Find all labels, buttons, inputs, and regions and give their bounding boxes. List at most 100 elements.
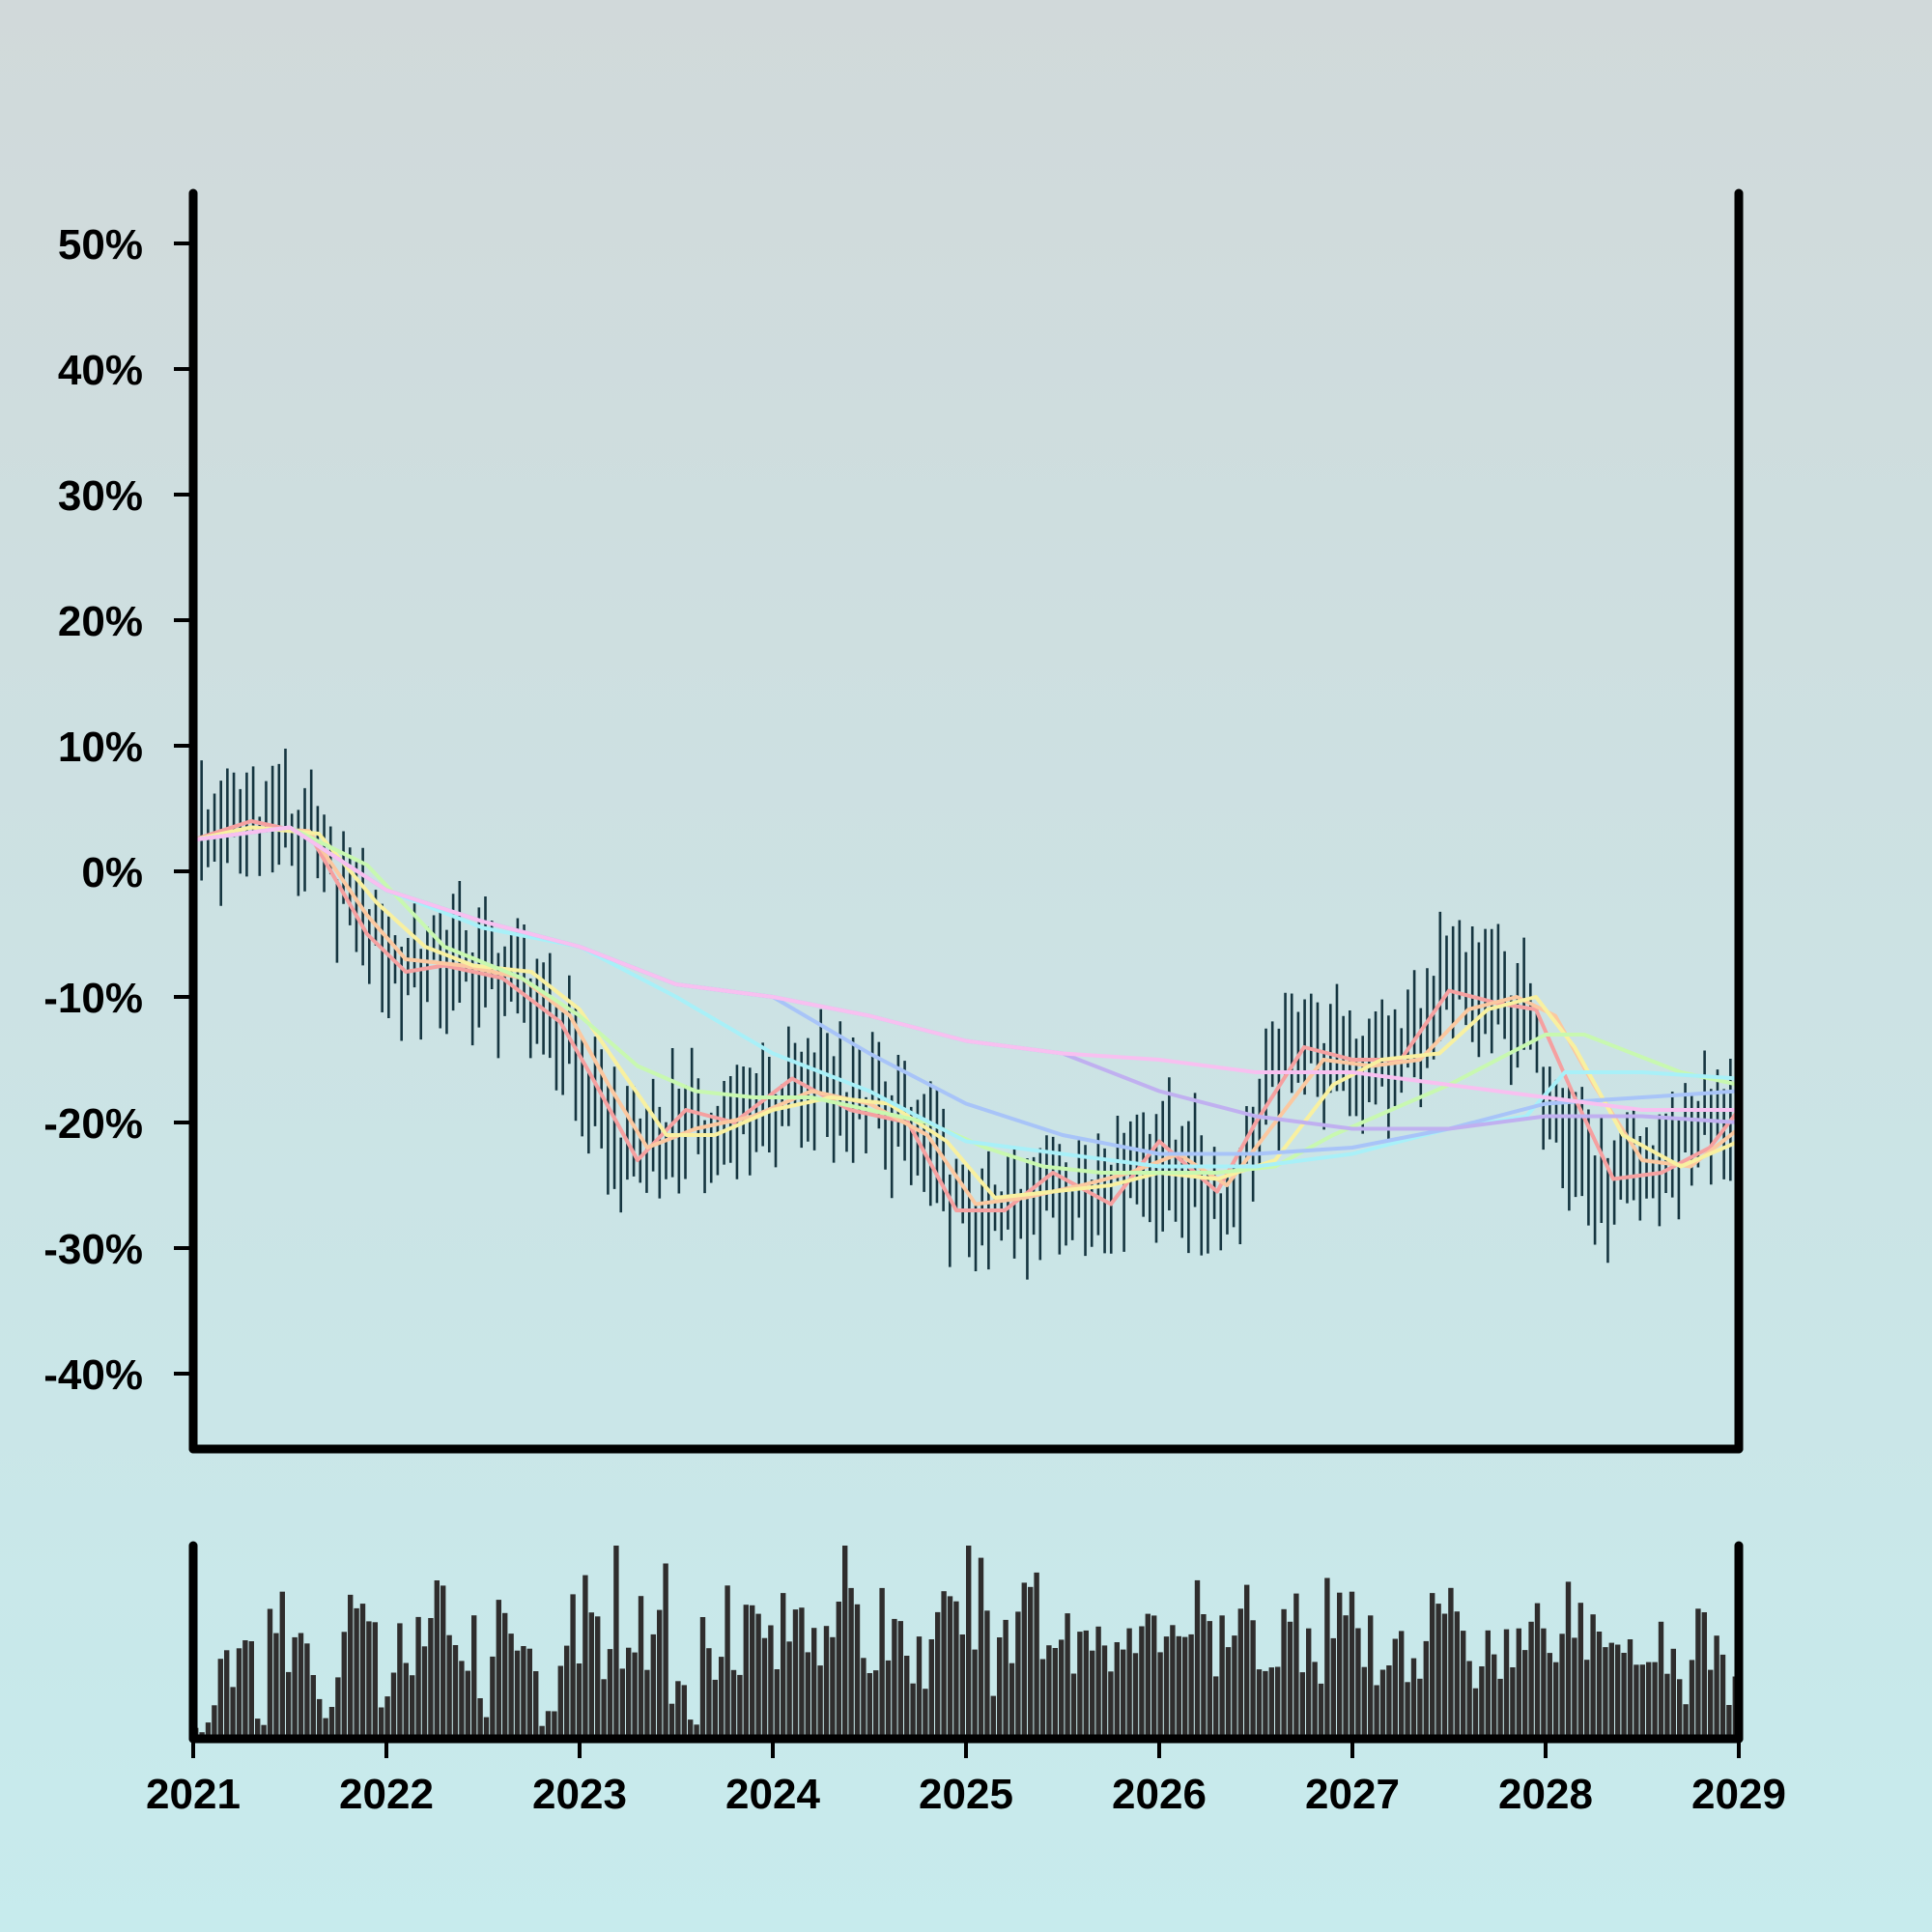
volume-bar xyxy=(811,1628,817,1739)
volume-bar xyxy=(459,1661,465,1739)
volume-bar xyxy=(1213,1676,1219,1739)
volume-bar xyxy=(539,1725,545,1739)
volume-bar xyxy=(1627,1639,1634,1739)
volume-bar xyxy=(1145,1613,1151,1739)
volume-bar xyxy=(304,1643,310,1739)
volume-bar xyxy=(570,1594,576,1739)
volume-bar xyxy=(1714,1635,1719,1739)
y-tick-label: -10% xyxy=(43,975,143,1022)
volume-bar xyxy=(1046,1645,1052,1739)
volume-bar xyxy=(1423,1640,1429,1739)
volume-bar xyxy=(354,1607,359,1739)
volume-bar xyxy=(248,1641,254,1739)
volume-bar xyxy=(688,1719,694,1739)
volume-bar xyxy=(1510,1667,1516,1739)
volume-bar xyxy=(1658,1621,1664,1739)
volume-bar xyxy=(477,1698,483,1739)
volume-bar xyxy=(1157,1652,1163,1739)
moving-average-lines xyxy=(191,819,1741,1212)
volume-bar xyxy=(601,1679,607,1739)
volume-bar xyxy=(1368,1615,1374,1739)
volume-bar xyxy=(1435,1604,1441,1739)
volume-bar xyxy=(1287,1621,1293,1739)
volume-bar xyxy=(384,1696,390,1739)
volume-bar xyxy=(1021,1582,1027,1739)
volume-bar xyxy=(1003,1619,1009,1739)
volume-bar xyxy=(205,1722,212,1739)
volume-bar xyxy=(910,1683,916,1739)
volume-bar xyxy=(255,1719,261,1739)
volume-bar xyxy=(1299,1672,1305,1739)
volume-bar xyxy=(1590,1614,1596,1739)
volume-bar xyxy=(1461,1631,1466,1739)
x-tick-label: 2026 xyxy=(1112,1771,1207,1818)
volume-bar xyxy=(1170,1625,1176,1739)
volume-bar xyxy=(1343,1615,1349,1739)
volume-bar xyxy=(1708,1669,1714,1739)
volume-bar xyxy=(1528,1621,1534,1739)
volume-bar xyxy=(1139,1626,1145,1739)
volume-bar xyxy=(230,1687,236,1739)
volume-bar xyxy=(1670,1648,1676,1739)
volume-bar xyxy=(242,1640,248,1739)
y-tick-label: 50% xyxy=(58,221,143,269)
volume-bar xyxy=(805,1652,810,1739)
volume-bar xyxy=(1497,1678,1503,1739)
volume-bar xyxy=(1101,1645,1108,1739)
volume-bar xyxy=(750,1605,755,1739)
volume-bar xyxy=(1522,1650,1528,1739)
volume-bar xyxy=(1250,1620,1256,1739)
volume-bar xyxy=(582,1575,588,1739)
axes xyxy=(188,188,1744,1744)
volume-bar xyxy=(959,1634,965,1739)
volume-bar xyxy=(626,1647,632,1739)
volume-bar xyxy=(557,1665,563,1739)
volume-bar xyxy=(1405,1682,1410,1739)
volume-bar xyxy=(904,1656,910,1739)
volume-bar xyxy=(514,1650,521,1739)
volume-bar xyxy=(657,1609,663,1739)
volume-bar xyxy=(471,1615,477,1739)
volume-bar xyxy=(1417,1678,1423,1739)
volume-bar xyxy=(1492,1654,1497,1739)
volume-bar xyxy=(768,1625,774,1739)
volume-bar xyxy=(1337,1592,1343,1739)
volume-bar xyxy=(719,1657,724,1739)
volume-bar xyxy=(348,1594,354,1739)
volume-bar xyxy=(1410,1658,1417,1739)
volume-bar xyxy=(410,1675,415,1739)
volume-bar xyxy=(1244,1584,1250,1739)
volume-bar xyxy=(1572,1637,1577,1739)
moving-average-line-4 xyxy=(191,825,1741,1175)
volume-bar xyxy=(947,1596,953,1739)
x-tick-label: 2029 xyxy=(1691,1771,1786,1818)
moving-average-line-8 xyxy=(191,825,1741,1112)
volume-bar xyxy=(619,1668,625,1739)
volume-bar xyxy=(496,1600,501,1739)
volume-bar xyxy=(1275,1666,1281,1739)
volume-bar xyxy=(1330,1637,1336,1739)
volume-bar xyxy=(706,1648,712,1739)
volume-bar xyxy=(1726,1705,1732,1739)
volume-bar xyxy=(1201,1614,1207,1739)
volume-bar xyxy=(483,1717,490,1739)
volume-bar xyxy=(1194,1579,1201,1739)
y-tick-label: 30% xyxy=(58,472,143,520)
volume-bar xyxy=(1108,1671,1114,1739)
volume-bar xyxy=(1176,1635,1181,1739)
volume-bar xyxy=(1281,1608,1287,1739)
volume-bar xyxy=(892,1618,897,1739)
moving-average-line-7 xyxy=(191,825,1741,1131)
volume-bar xyxy=(1207,1621,1212,1739)
volume-bar xyxy=(1095,1626,1101,1739)
volume-bar xyxy=(452,1645,459,1739)
volume-bar xyxy=(1677,1679,1683,1739)
y-tick-label: -20% xyxy=(43,1100,143,1148)
volume-bar xyxy=(873,1670,879,1739)
volume-bar xyxy=(953,1601,959,1739)
volume-bar xyxy=(1065,1613,1070,1739)
volume-bar xyxy=(730,1669,737,1739)
volume-bar xyxy=(638,1596,644,1739)
volume-bar xyxy=(446,1634,452,1739)
volume-bar xyxy=(830,1636,836,1739)
